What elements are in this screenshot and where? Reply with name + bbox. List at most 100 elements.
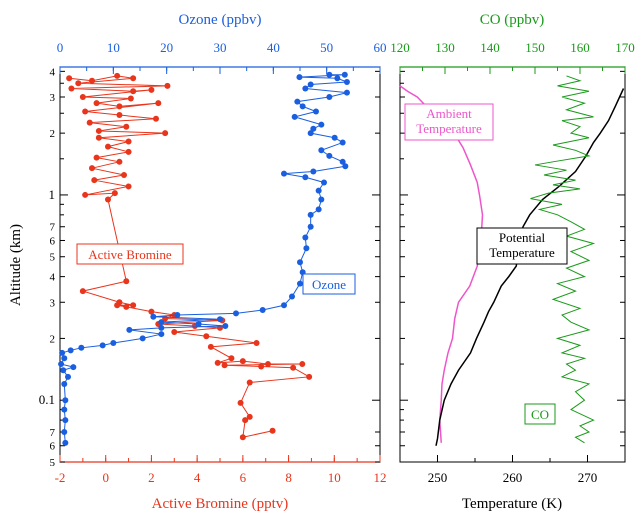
active-bromine-point (246, 379, 253, 386)
ozone-point (78, 344, 85, 351)
active-bromine-point (116, 103, 123, 110)
active-bromine-point (79, 288, 86, 295)
active-bromine-point (95, 127, 102, 134)
ozone-point (341, 71, 348, 78)
y-tick-label: 7 (50, 222, 56, 234)
ozone-point (259, 307, 266, 314)
active-bromine-point (237, 399, 244, 406)
ozone-point (326, 71, 333, 78)
ozone-point (158, 324, 165, 331)
active-bromine-point (86, 119, 93, 126)
co-tick-label: 140 (480, 40, 500, 55)
ozone-tick-label: 30 (214, 40, 227, 55)
co-tick-label: 150 (525, 40, 545, 55)
y-tick-label: 5 (50, 252, 56, 264)
ozone-point (174, 312, 181, 319)
active-bromine-point (306, 373, 313, 380)
temperature-axis-title: Temperature (K) (462, 496, 562, 512)
ozone-point (62, 417, 69, 424)
ozone-point (222, 322, 229, 329)
ozone-point (233, 310, 239, 317)
active-bromine-point (246, 413, 253, 420)
ozone-point (62, 439, 69, 446)
temperature-tick-label: 260 (503, 470, 523, 485)
active-bromine-point (130, 302, 137, 309)
ozone-point (60, 367, 67, 374)
active-bromine-point (153, 115, 159, 122)
bromine-tick-label: 6 (240, 470, 247, 485)
active-bromine-point (68, 85, 75, 92)
active-bromine-point (258, 363, 265, 370)
ozone-point (61, 406, 68, 413)
ozone-annotation: Ozone (312, 277, 346, 292)
active-bromine-point (207, 343, 214, 350)
bromine-annotation: Active Bromine (88, 247, 172, 262)
bromine-tick-label: -2 (55, 470, 66, 485)
ozone-tick-label: 0 (57, 40, 64, 55)
bromine-tick-label: 0 (102, 470, 109, 485)
ozone-point (318, 196, 325, 203)
y-tick-label: 4 (50, 272, 56, 284)
ozone-point (65, 373, 71, 380)
active-bromine-point (89, 77, 95, 84)
active-bromine-point (125, 148, 132, 155)
co-annotation: CO (531, 407, 549, 422)
active-bromine-point (93, 154, 100, 161)
y-tick-label: 2 (50, 333, 56, 345)
y-tick-label: 6 (50, 235, 56, 247)
ozone-point (296, 74, 303, 81)
ozone-point (318, 121, 325, 128)
ozone-tick-label: 10 (107, 40, 120, 55)
left-series (58, 71, 350, 446)
active-bromine-point (265, 361, 271, 368)
active-bromine-point (290, 364, 297, 371)
y-tick-label: 6 (50, 441, 56, 453)
ozone-point (139, 335, 146, 342)
ozone-point (297, 280, 303, 287)
active-bromine-point (203, 333, 210, 340)
ozone-point (342, 163, 349, 170)
active-bromine-point (171, 328, 178, 335)
ozone-point (326, 152, 333, 159)
active-bromine-point (214, 359, 221, 366)
co-tick-label: 130 (435, 40, 455, 55)
bromine-tick-label: 2 (148, 470, 155, 485)
ozone-point (59, 349, 66, 356)
ozone-point (307, 81, 314, 88)
ozone-point (281, 302, 287, 309)
annotation-line: Temperature (416, 121, 482, 136)
ozone-tick-label: 50 (320, 40, 333, 55)
ozone-point (315, 206, 322, 213)
ambient-temp-annotation: Ambient Temperature (416, 106, 482, 136)
ozone-point (58, 361, 65, 368)
co-tick-label: 170 (615, 40, 635, 55)
ambient-temp-label-box: Ambient Temperature (404, 103, 494, 141)
ozone-point (307, 130, 314, 137)
ozone-point (302, 85, 309, 92)
potential-temperature-line (435, 88, 625, 446)
active-bromine-point (121, 172, 127, 179)
temperature-tick-label: 270 (578, 470, 598, 485)
ozone-point (302, 174, 309, 181)
ozone-point (343, 89, 350, 96)
y-tick-label: 0.1 (39, 392, 55, 407)
bromine-tick-label: 12 (374, 470, 387, 485)
active-bromine-point (127, 95, 134, 102)
ozone-point (307, 211, 314, 218)
active-bromine-point (111, 190, 118, 197)
ozone-point (334, 75, 341, 82)
ozone-point (339, 158, 346, 165)
ozone-point (299, 103, 306, 110)
y-tick-label: 3 (50, 92, 56, 104)
ozone-point (150, 313, 157, 320)
ozone-point (291, 113, 298, 120)
active-bromine-point (82, 108, 89, 115)
ozone-point (158, 319, 165, 326)
ozone-point (331, 134, 338, 141)
y-tick-label: 5 (50, 457, 56, 469)
ozone-tick-label: 20 (160, 40, 173, 55)
active-bromine-point (269, 427, 276, 434)
active-bromine-point (116, 112, 123, 119)
